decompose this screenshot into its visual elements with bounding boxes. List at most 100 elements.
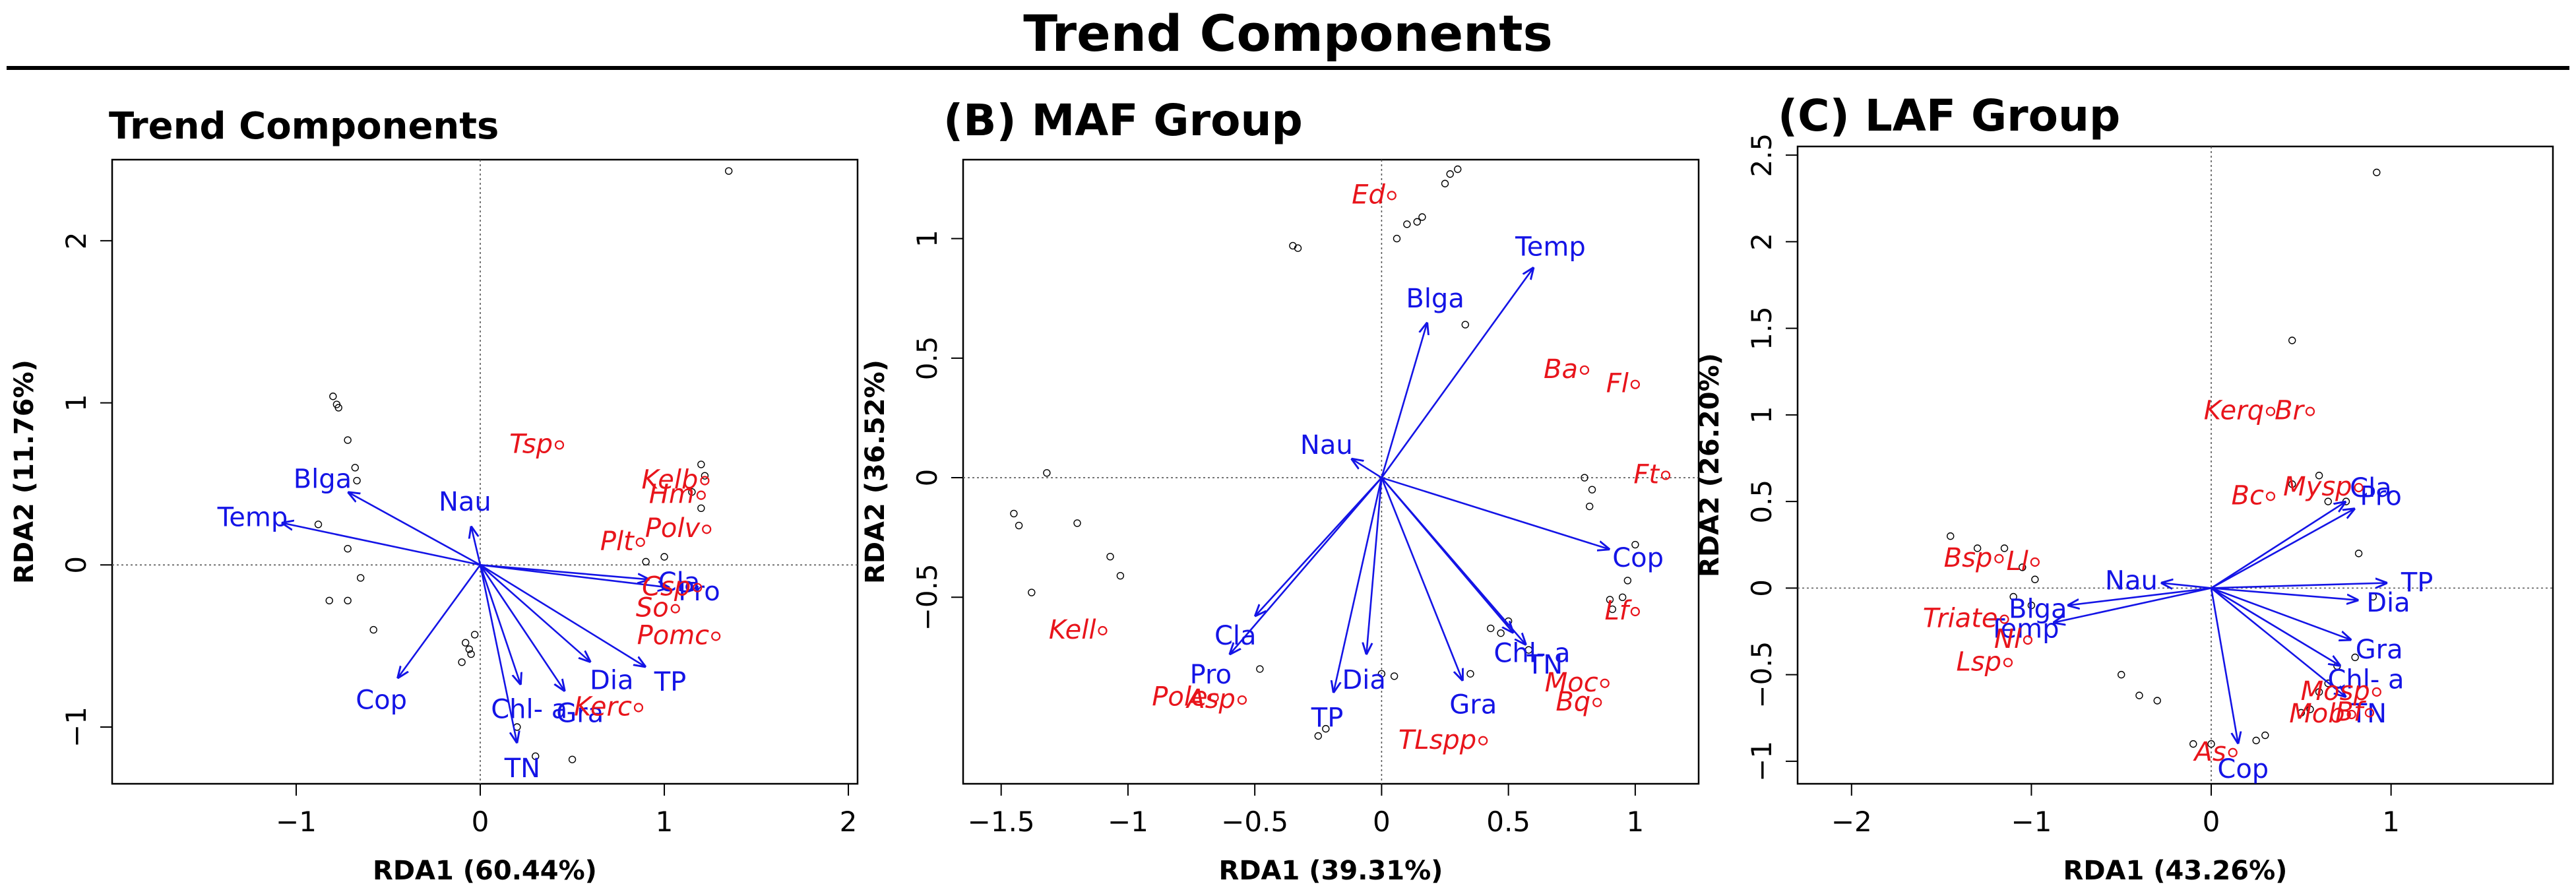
species-label: Asp <box>1185 684 1236 715</box>
variable-arrow <box>2210 588 2238 744</box>
species-point <box>700 476 710 486</box>
variable-arrow <box>2211 501 2346 589</box>
site-point <box>660 553 668 561</box>
site-point <box>1618 593 1627 601</box>
species-label: Mob <box>2289 699 2344 729</box>
site-point <box>2207 740 2215 748</box>
variable-arrow <box>1381 477 1462 681</box>
variable-label: Cop <box>2217 754 2269 784</box>
site-point <box>2009 592 2017 601</box>
variable-label: Gra <box>1449 690 1497 720</box>
site-point <box>344 436 352 444</box>
species-label: Mysp <box>2283 472 2352 502</box>
site-point <box>2373 168 2381 177</box>
species-point <box>2023 635 2033 645</box>
y-axis-label: RDA2 (26.20%) <box>1695 353 1725 577</box>
variable-label: Pro <box>1190 660 1232 690</box>
site-point <box>1314 732 1322 740</box>
variable-arrow <box>2211 587 2352 640</box>
site-point <box>1454 165 1462 174</box>
site-point <box>1461 321 1469 329</box>
species-point <box>670 604 680 614</box>
site-point <box>1446 170 1454 178</box>
x-axis-label: RDA1 (60.44%) <box>373 856 597 886</box>
y-tick-label: 0 <box>911 469 943 487</box>
y-tick-label: 1 <box>911 230 943 247</box>
x-tick-label: 0 <box>2203 806 2220 838</box>
species-point <box>2265 406 2276 416</box>
species-label: Br <box>2275 396 2305 426</box>
plot-frame <box>962 158 1700 785</box>
variable-label: Nau <box>439 487 491 517</box>
variable-label: Blga <box>1406 284 1464 314</box>
variable-arrow <box>471 526 482 565</box>
species-point <box>2228 747 2238 757</box>
site-point <box>1466 670 1474 678</box>
species-point <box>635 537 645 547</box>
variable-arrow <box>479 565 517 743</box>
x-tick-label: 1 <box>2382 806 2400 838</box>
site-point <box>1947 532 1955 540</box>
species-label: As <box>2193 737 2226 767</box>
figure-title: Trend Components <box>1023 4 1553 63</box>
site-point <box>697 461 705 468</box>
x-axis-label: RDA1 (39.31%) <box>1219 856 1443 886</box>
y-tick-label: 1 <box>1745 406 1778 424</box>
variable-label: TN <box>1526 650 1563 680</box>
site-point <box>1393 234 1401 243</box>
species-label: Kerq <box>2204 396 2264 426</box>
x-tick-label: −1 <box>2011 806 2052 838</box>
site-point <box>2315 688 2323 696</box>
species-label: Lf <box>1605 596 1633 626</box>
variable-arrow <box>1255 477 1383 616</box>
variable-label: Gra <box>556 699 604 729</box>
variable-label: Dia <box>1342 665 1385 695</box>
variable-label: TP <box>2401 567 2434 598</box>
y-tick-label: 1.5 <box>1745 306 1778 350</box>
variable-label: Cop <box>1612 543 1664 573</box>
species-label: Kell <box>1049 615 1096 645</box>
x-tick-label: −2 <box>1831 806 1872 838</box>
site-point <box>1623 577 1632 585</box>
site-point <box>1294 244 1302 252</box>
site-point <box>334 404 342 412</box>
x-tick-label: −1 <box>1108 806 1148 838</box>
species-label: Ft <box>1633 459 1660 490</box>
site-point <box>325 596 333 605</box>
x-tick-label: 0 <box>1373 806 1391 838</box>
site-point <box>1256 665 1264 673</box>
site-point <box>369 625 377 634</box>
panel-1: Trend Components −1 0 1 2 −1 0 1 2 RDA1 (60.44%) R… <box>9 105 859 886</box>
species-point <box>1098 625 1108 636</box>
species-point <box>1994 554 2004 563</box>
variable-arrow <box>479 564 565 691</box>
variable-arrow <box>2067 587 2212 605</box>
species-label: Lsp <box>1956 647 2001 677</box>
variable-label: TN <box>2350 699 2387 729</box>
site-point <box>314 521 323 528</box>
site-point <box>2351 653 2359 662</box>
site-point <box>2189 740 2197 748</box>
site-point <box>2031 575 2039 583</box>
variable-label: Gra <box>2356 635 2403 665</box>
site-point <box>458 658 466 666</box>
species-point <box>1478 736 1488 746</box>
variable-arrow <box>1381 476 1610 550</box>
species-point <box>2305 406 2315 416</box>
site-point <box>568 755 577 763</box>
species-label: Plt <box>600 526 635 557</box>
site-point <box>2153 697 2161 705</box>
site-point <box>697 504 705 512</box>
species-point <box>2346 709 2356 720</box>
panel-title: Trend Components <box>109 105 499 148</box>
site-point <box>1377 670 1386 678</box>
variable-arrow <box>397 564 482 678</box>
panel-3: (C) LAF Group −2 −1 0 1 −1 −0.5 0 0.5 1 1.5 2 2.5 RDA… <box>1695 90 2554 886</box>
x-tick-label: 0.5 <box>1486 806 1530 838</box>
title-rule <box>7 66 2569 70</box>
species-label: Bsp <box>1944 543 1993 573</box>
species-label: Pole <box>1152 682 1207 713</box>
species-label: Hm <box>649 480 695 510</box>
species-label: Ed <box>1352 179 1385 210</box>
variable-label: TN <box>504 753 540 784</box>
